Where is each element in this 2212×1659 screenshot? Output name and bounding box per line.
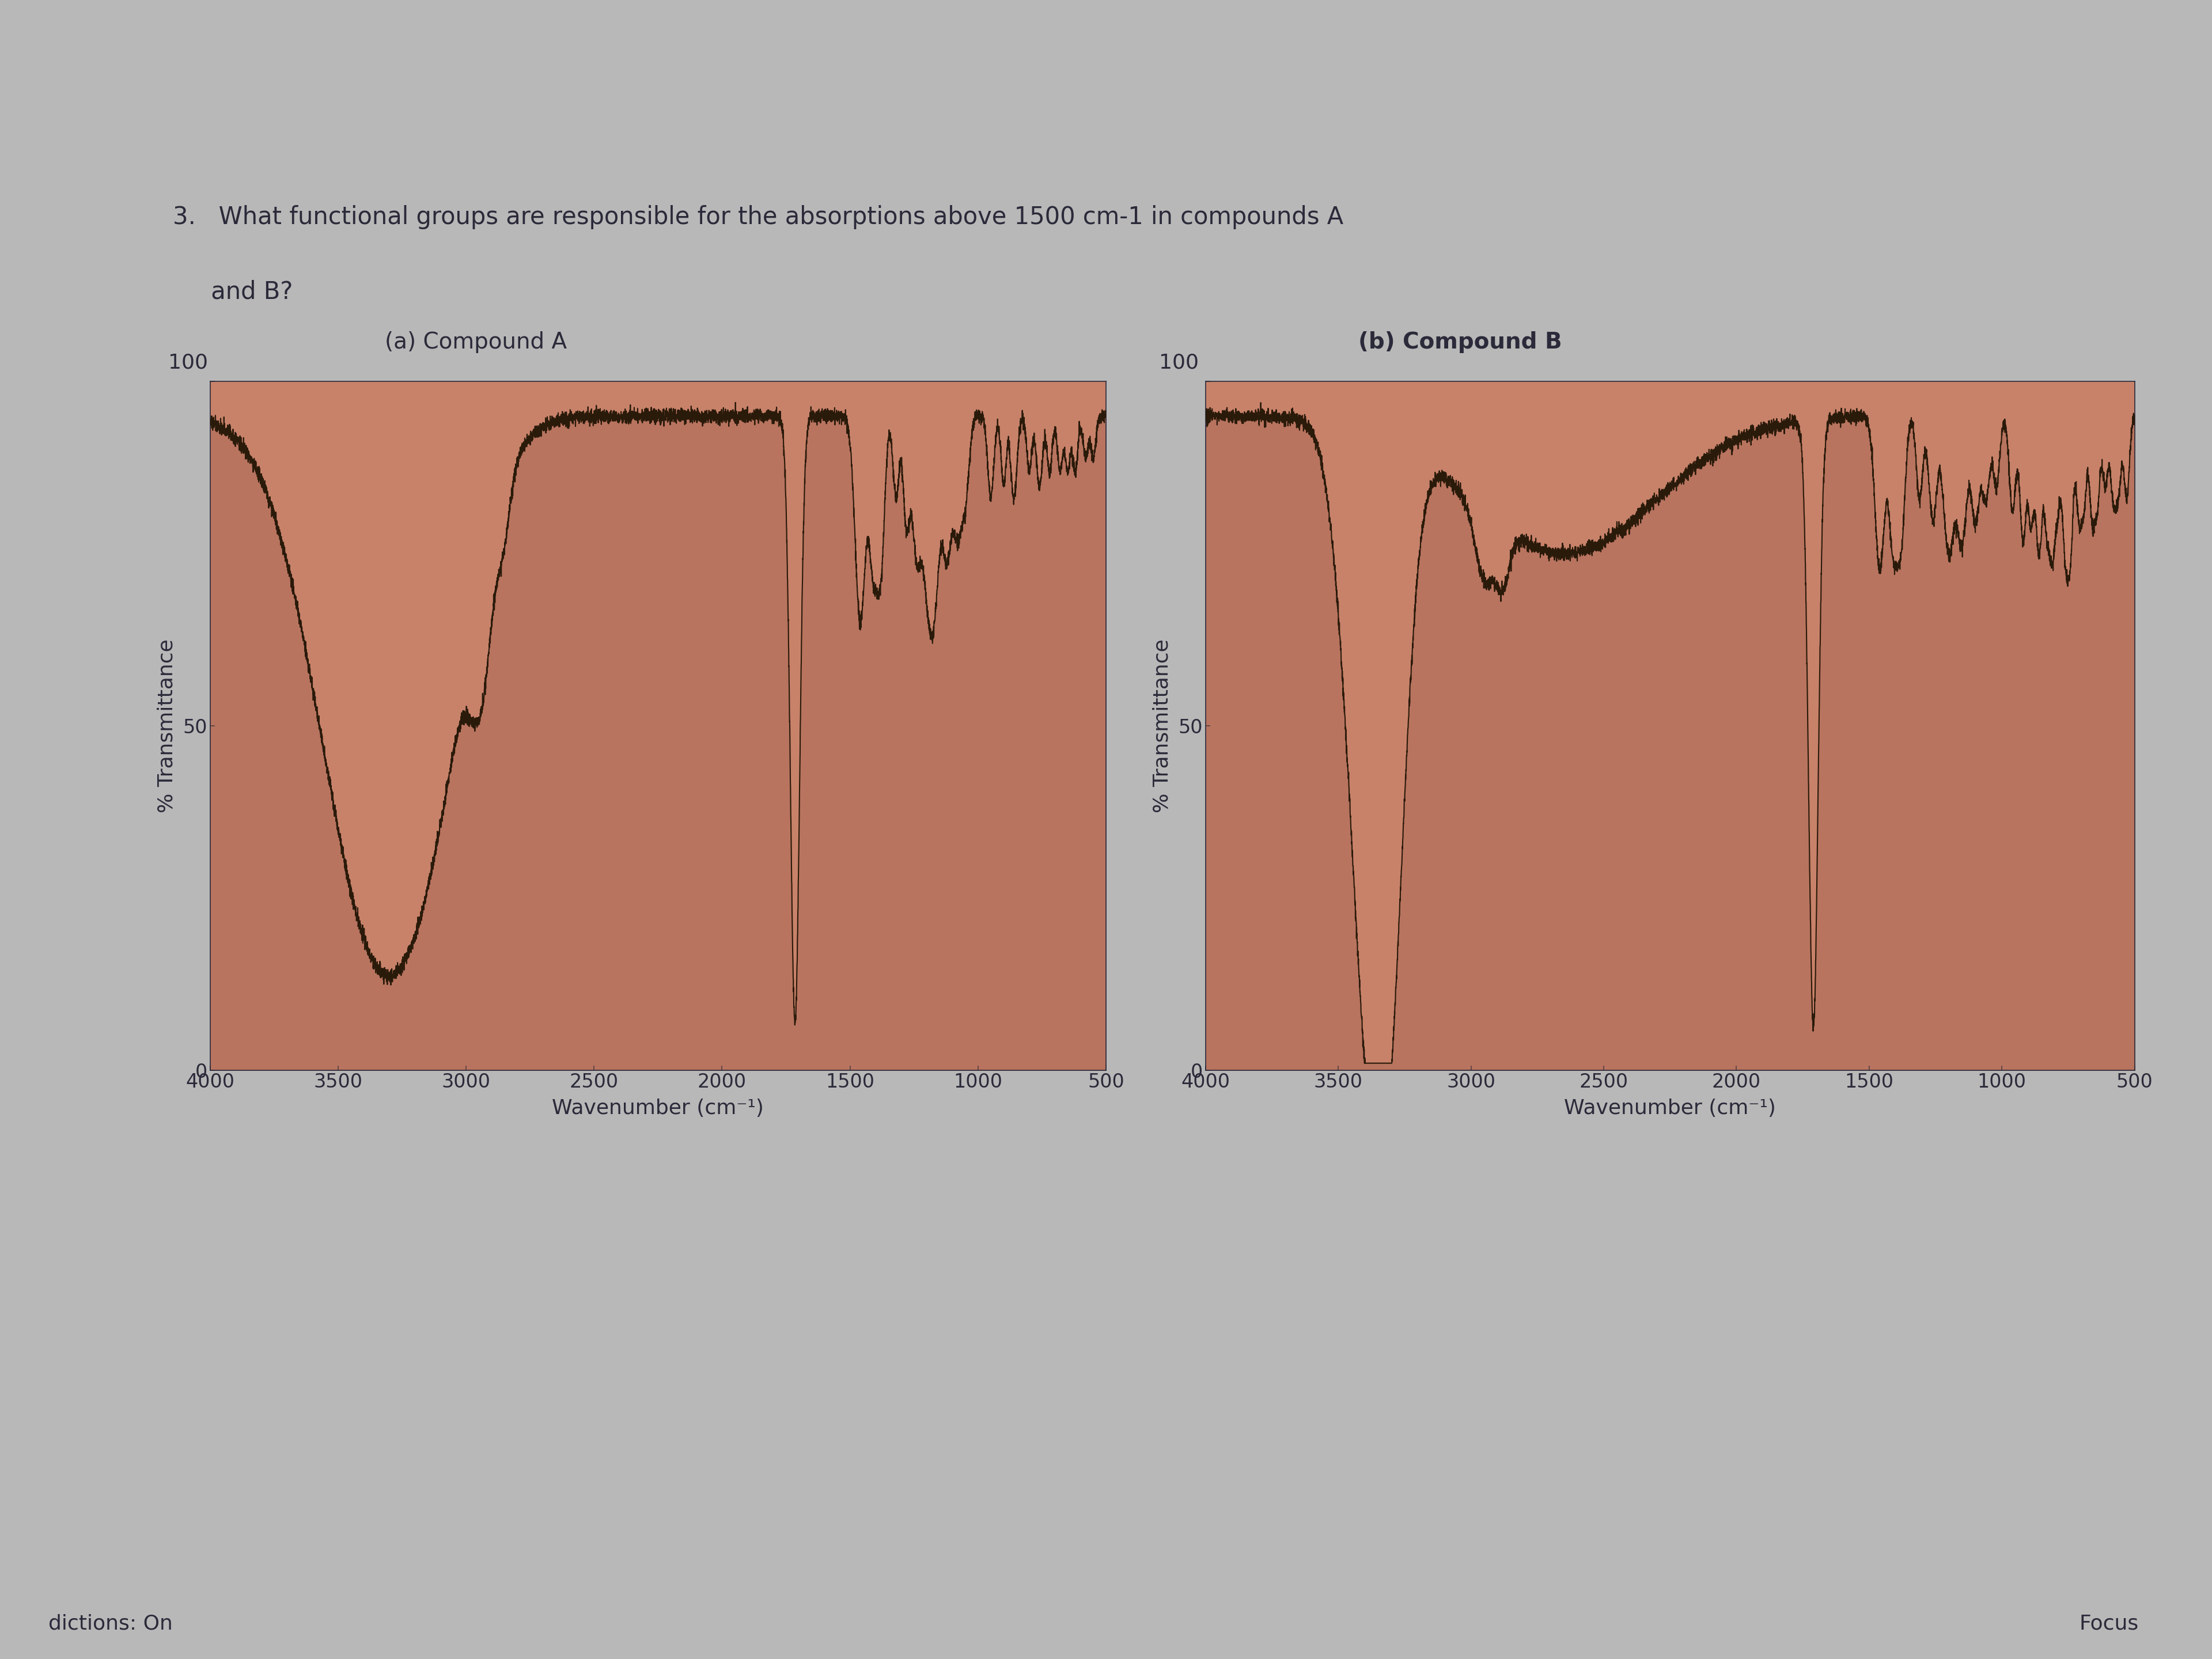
X-axis label: Wavenumber (cm⁻¹): Wavenumber (cm⁻¹)	[553, 1098, 763, 1118]
Text: 3.   What functional groups are responsible for the absorptions above 1500 cm-1 : 3. What functional groups are responsibl…	[173, 206, 1343, 229]
Text: 100: 100	[1159, 353, 1199, 372]
Y-axis label: % Transmittance: % Transmittance	[1152, 639, 1172, 813]
Text: (a) Compound A: (a) Compound A	[385, 332, 566, 353]
X-axis label: Wavenumber (cm⁻¹): Wavenumber (cm⁻¹)	[1564, 1098, 1776, 1118]
Text: and B?: and B?	[173, 280, 292, 304]
Text: (b) Compound B: (b) Compound B	[1358, 332, 1562, 353]
Text: Focus: Focus	[2079, 1614, 2139, 1632]
Y-axis label: % Transmittance: % Transmittance	[157, 639, 177, 813]
Text: dictions: On: dictions: On	[49, 1614, 173, 1632]
Text: 100: 100	[168, 353, 208, 372]
